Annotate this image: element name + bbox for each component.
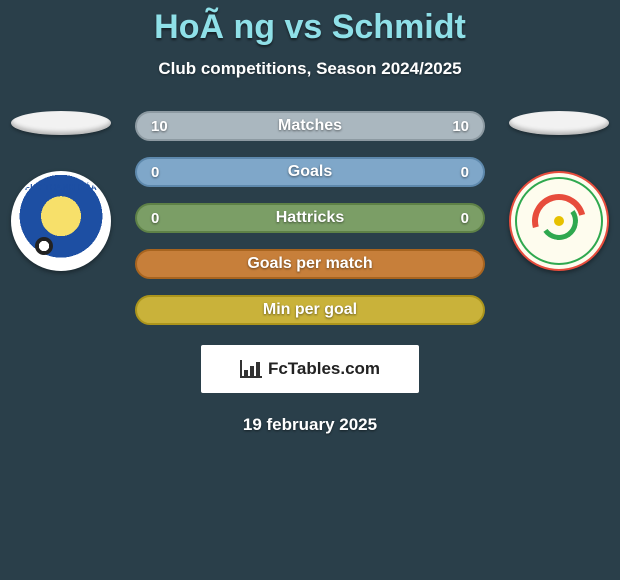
stat-label: Goals <box>288 163 332 181</box>
page-title: HoÃ ng vs Schmidt <box>154 8 466 47</box>
stat-right-value: 10 <box>452 118 469 135</box>
club-badge-left: FLC THANH HÓA <box>11 171 111 271</box>
stats-column: 10 Matches 10 0 Goals 0 0 Hattricks 0 Goals per m… <box>135 111 485 325</box>
subtitle: Club competitions, Season 2024/2025 <box>158 59 461 79</box>
stat-right-value: 0 <box>461 164 469 181</box>
player-right <box>504 111 614 271</box>
club-badge-left-label: FLC THANH HÓA <box>25 183 97 192</box>
bar-chart-icon <box>240 360 262 378</box>
stat-bar: 10 Matches 10 <box>135 111 485 141</box>
stat-label: Goals per match <box>247 255 372 273</box>
stat-bar: 0 Hattricks 0 <box>135 203 485 233</box>
club-badge-right <box>509 171 609 271</box>
stat-left-value: 10 <box>151 118 168 135</box>
ball-icon <box>35 237 53 255</box>
brand-logo[interactable]: FcTables.com <box>201 345 419 393</box>
stat-bar: Min per goal <box>135 295 485 325</box>
stat-bar: Goals per match <box>135 249 485 279</box>
badge-swirl-icon <box>532 194 586 248</box>
stat-left-value: 0 <box>151 210 159 227</box>
player-left: FLC THANH HÓA <box>6 111 116 271</box>
stat-bar: 0 Goals 0 <box>135 157 485 187</box>
date-label: 19 february 2025 <box>243 415 377 435</box>
stat-left-value: 0 <box>151 164 159 181</box>
player-right-head <box>509 111 609 135</box>
stat-label: Hattricks <box>276 209 344 227</box>
stat-label: Matches <box>278 117 342 135</box>
infographic-root: HoÃ ng vs Schmidt Club competitions, Sea… <box>0 0 620 580</box>
badge-dot-icon <box>554 216 564 226</box>
player-left-head <box>11 111 111 135</box>
stat-right-value: 0 <box>461 210 469 227</box>
stat-label: Min per goal <box>263 301 357 319</box>
comparison-area: FLC THANH HÓA 10 Matches 10 0 Goals 0 0 Hattric… <box>0 111 620 325</box>
brand-text: FcTables.com <box>268 359 380 379</box>
